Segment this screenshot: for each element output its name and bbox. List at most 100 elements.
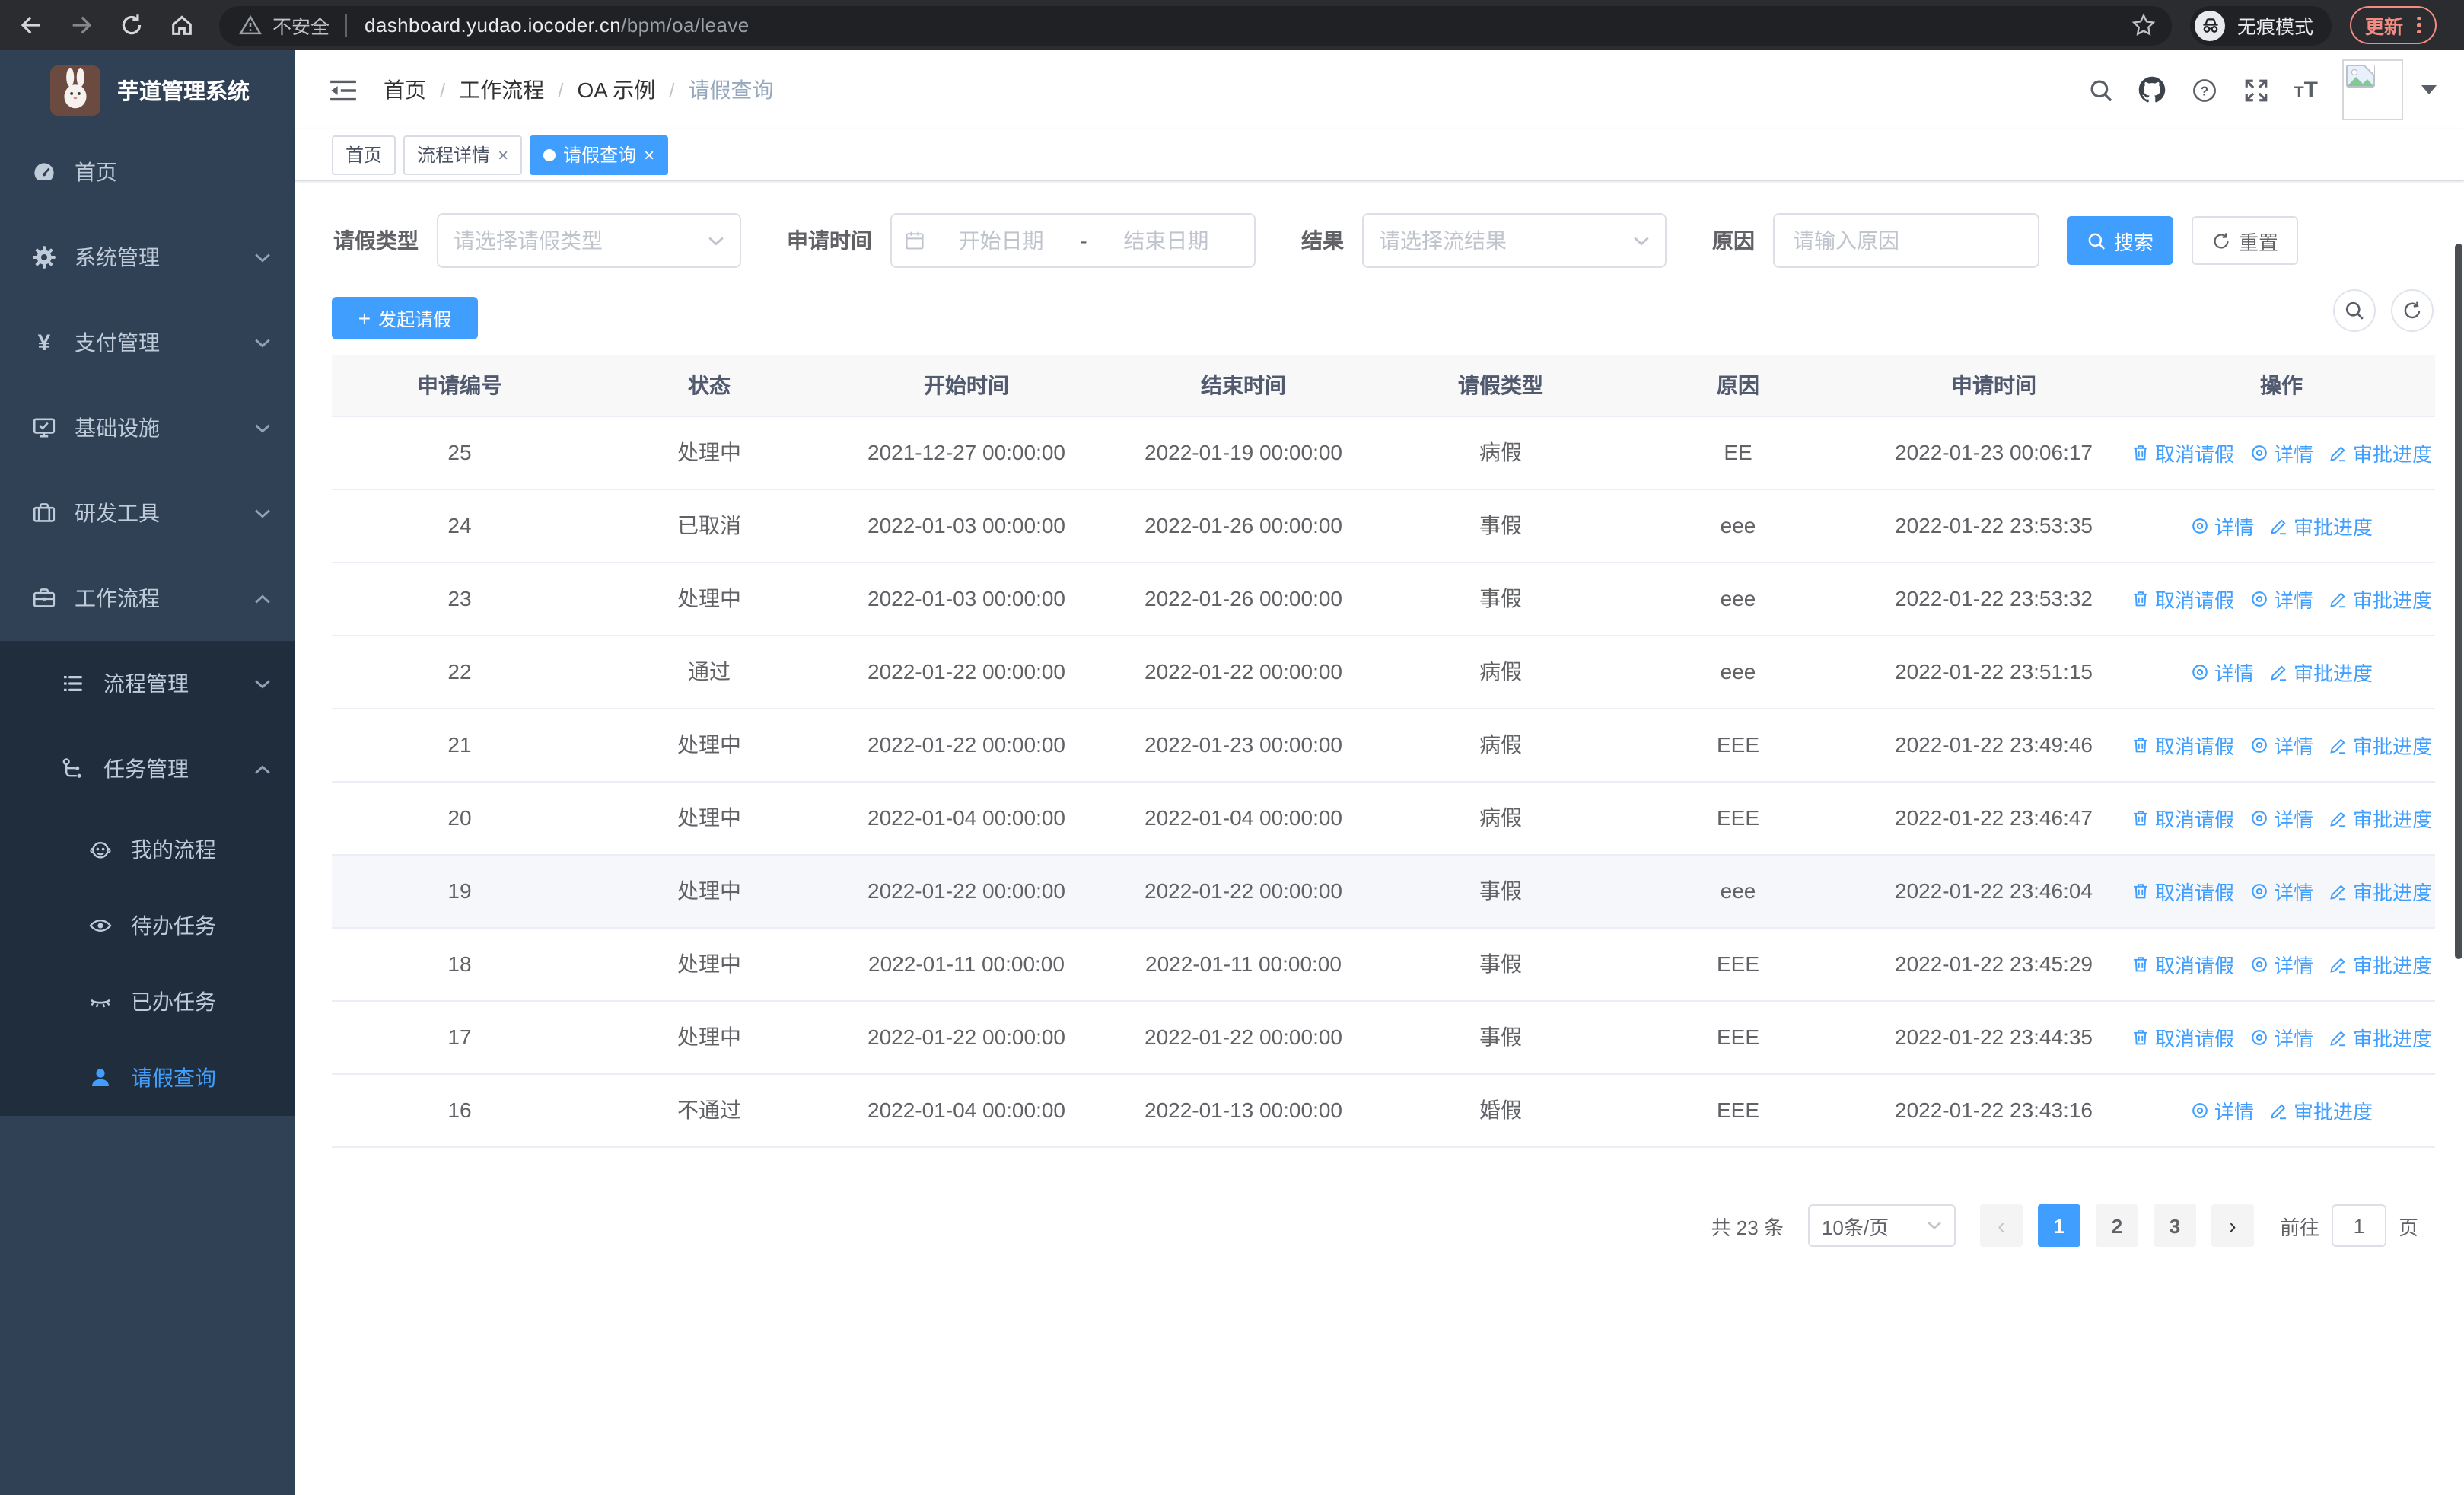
sidebar-item-process-mgmt[interactable]: 流程管理 bbox=[0, 641, 295, 726]
action-approval-progress[interactable]: 审批进度 bbox=[2269, 657, 2373, 686]
search-icon[interactable] bbox=[2087, 76, 2115, 104]
page-button-2[interactable]: 2 bbox=[2095, 1204, 2138, 1247]
action-detail[interactable]: 详情 bbox=[2190, 1095, 2254, 1124]
sidebar-item-my-process[interactable]: 我的流程 bbox=[0, 811, 295, 888]
bookmark-star-icon[interactable] bbox=[2131, 12, 2157, 38]
sidebar-item-todo-tasks[interactable]: 待办任务 bbox=[0, 888, 295, 964]
action-approval-progress[interactable]: 审批进度 bbox=[2329, 876, 2432, 905]
sidebar-item-done-tasks[interactable]: 已办任务 bbox=[0, 964, 295, 1040]
action-cancel-leave[interactable]: 取消请假 bbox=[2131, 730, 2234, 759]
address-bar[interactable]: 不安全 dashboard.yudao.iocoder.cn/bpm/oa/le… bbox=[219, 5, 2172, 45]
sidebar-item-devtools[interactable]: 研发工具 bbox=[0, 470, 295, 556]
github-icon[interactable] bbox=[2139, 76, 2166, 104]
action-cancel-leave[interactable]: 取消请假 bbox=[2131, 1022, 2234, 1051]
sidebar-item-system[interactable]: 系统管理 bbox=[0, 215, 295, 300]
table-search-toggle-button[interactable] bbox=[2333, 289, 2376, 332]
sidebar-item-workflow[interactable]: 工作流程 bbox=[0, 556, 295, 641]
action-approval-progress[interactable]: 审批进度 bbox=[2269, 511, 2373, 540]
pen-icon bbox=[2269, 515, 2289, 535]
leave-type-select[interactable]: 请选择请假类型 bbox=[437, 213, 741, 268]
action-detail[interactable]: 详情 bbox=[2249, 584, 2313, 613]
tab-leave-query[interactable]: 请假查询 × bbox=[530, 135, 669, 174]
reset-button[interactable]: 重置 bbox=[2192, 216, 2298, 265]
action-approval-progress[interactable]: 审批进度 bbox=[2329, 1022, 2432, 1051]
browser-menu-icon[interactable] bbox=[2417, 16, 2421, 34]
sidebar-item-label: 研发工具 bbox=[75, 501, 160, 525]
scrollbar-thumb[interactable] bbox=[2455, 244, 2462, 959]
col-start-time: 开始时间 bbox=[831, 355, 1102, 416]
avatar[interactable] bbox=[2342, 59, 2403, 120]
breadcrumb-oa-example[interactable]: OA 示例 bbox=[577, 78, 656, 102]
sidebar-item-payment[interactable]: ¥ 支付管理 bbox=[0, 300, 295, 385]
browser-home-icon[interactable] bbox=[169, 12, 195, 38]
sidebar-item-label: 任务管理 bbox=[103, 757, 189, 781]
app-logo[interactable]: 芋道管理系统 bbox=[0, 50, 295, 129]
page-url[interactable]: dashboard.yudao.iocoder.cn/bpm/oa/leave bbox=[365, 14, 750, 37]
incognito-label: 无痕模式 bbox=[2237, 17, 2314, 38]
pen-icon bbox=[2269, 1100, 2289, 1120]
browser-forward-icon[interactable] bbox=[68, 12, 94, 38]
prev-page-button[interactable]: ‹ bbox=[1979, 1204, 2023, 1247]
sidebar-item-task-mgmt[interactable]: 任务管理 bbox=[0, 726, 295, 811]
action-approval-progress[interactable]: 审批进度 bbox=[2269, 1095, 2373, 1124]
browser-reload-icon[interactable] bbox=[119, 12, 145, 38]
close-icon[interactable]: × bbox=[498, 144, 509, 165]
sidebar-item-label: 我的流程 bbox=[131, 837, 216, 862]
action-detail[interactable]: 详情 bbox=[2249, 730, 2313, 759]
reason-input[interactable] bbox=[1790, 227, 2023, 254]
font-size-icon[interactable]: TT bbox=[2294, 77, 2318, 103]
sidebar-item-label: 系统管理 bbox=[75, 245, 160, 269]
action-approval-progress[interactable]: 审批进度 bbox=[2329, 803, 2432, 832]
action-detail[interactable]: 详情 bbox=[2190, 657, 2254, 686]
tab-process-detail[interactable]: 流程详情 × bbox=[403, 135, 523, 174]
fullscreen-icon[interactable] bbox=[2243, 76, 2270, 104]
page-size-select[interactable]: 10条/页 bbox=[1807, 1204, 1956, 1247]
action-approval-progress[interactable]: 审批进度 bbox=[2329, 438, 2432, 467]
next-page-button[interactable]: › bbox=[2211, 1204, 2254, 1247]
sidebar-item-infra[interactable]: 基础设施 bbox=[0, 385, 295, 470]
breadcrumb-home[interactable]: 首页 bbox=[384, 78, 426, 102]
main-area: 首页 / 工作流程 / OA 示例 / 请假查询 ? TT 首页 bbox=[295, 50, 2464, 1495]
goto-page-input[interactable] bbox=[2331, 1204, 2386, 1247]
tab-home[interactable]: 首页 bbox=[332, 135, 396, 174]
table-refresh-button[interactable] bbox=[2391, 289, 2434, 332]
breadcrumb-workflow[interactable]: 工作流程 bbox=[459, 78, 545, 102]
action-cancel-leave[interactable]: 取消请假 bbox=[2131, 438, 2234, 467]
search-button[interactable]: 搜索 bbox=[2067, 216, 2173, 265]
apply-time-range-picker[interactable]: 开始日期 - 结束日期 bbox=[890, 213, 1256, 268]
action-detail[interactable]: 详情 bbox=[2249, 876, 2313, 905]
create-leave-button[interactable]: + 发起请假 bbox=[332, 297, 478, 339]
sidebar-item-label: 基础设施 bbox=[75, 416, 160, 440]
result-select[interactable]: 请选择流结果 bbox=[1362, 213, 1667, 268]
table-header-row: 申请编号 状态 开始时间 结束时间 请假类型 原因 申请时间 操作 bbox=[332, 355, 2435, 416]
page-buttons: ‹ 1 2 3 › bbox=[1972, 1204, 2262, 1247]
sidebar-item-home[interactable]: 首页 bbox=[0, 129, 295, 215]
action-detail[interactable]: 详情 bbox=[2249, 949, 2313, 978]
sidebar-collapse-icon[interactable] bbox=[329, 77, 358, 103]
action-cancel-leave[interactable]: 取消请假 bbox=[2131, 876, 2234, 905]
action-detail[interactable]: 详情 bbox=[2249, 803, 2313, 832]
action-approval-progress[interactable]: 审批进度 bbox=[2329, 949, 2432, 978]
action-cancel-leave[interactable]: 取消请假 bbox=[2131, 584, 2234, 613]
action-approval-progress[interactable]: 审批进度 bbox=[2329, 584, 2432, 613]
close-icon[interactable]: × bbox=[644, 144, 655, 165]
help-icon[interactable]: ? bbox=[2191, 76, 2218, 104]
action-detail[interactable]: 详情 bbox=[2249, 1022, 2313, 1051]
action-approval-progress[interactable]: 审批进度 bbox=[2329, 730, 2432, 759]
not-secure-warning-icon bbox=[239, 14, 262, 35]
update-label[interactable]: 更新 bbox=[2365, 17, 2404, 38]
browser-update-button[interactable]: 更新 bbox=[2350, 6, 2437, 44]
user-menu-caret-icon[interactable] bbox=[2421, 85, 2437, 94]
sidebar-item-leave-query[interactable]: 请假查询 bbox=[0, 1040, 295, 1116]
action-cancel-leave[interactable]: 取消请假 bbox=[2131, 803, 2234, 832]
action-detail[interactable]: 详情 bbox=[2190, 511, 2254, 540]
trash-icon bbox=[2131, 588, 2150, 608]
svg-text:?: ? bbox=[2200, 82, 2208, 97]
security-label[interactable]: 不安全 bbox=[272, 17, 330, 38]
page-button-3[interactable]: 3 bbox=[2153, 1204, 2196, 1247]
page-button-1[interactable]: 1 bbox=[2037, 1204, 2080, 1247]
col-status: 状态 bbox=[587, 355, 831, 416]
action-detail[interactable]: 详情 bbox=[2249, 438, 2313, 467]
action-cancel-leave[interactable]: 取消请假 bbox=[2131, 949, 2234, 978]
browser-back-icon[interactable] bbox=[18, 12, 44, 38]
